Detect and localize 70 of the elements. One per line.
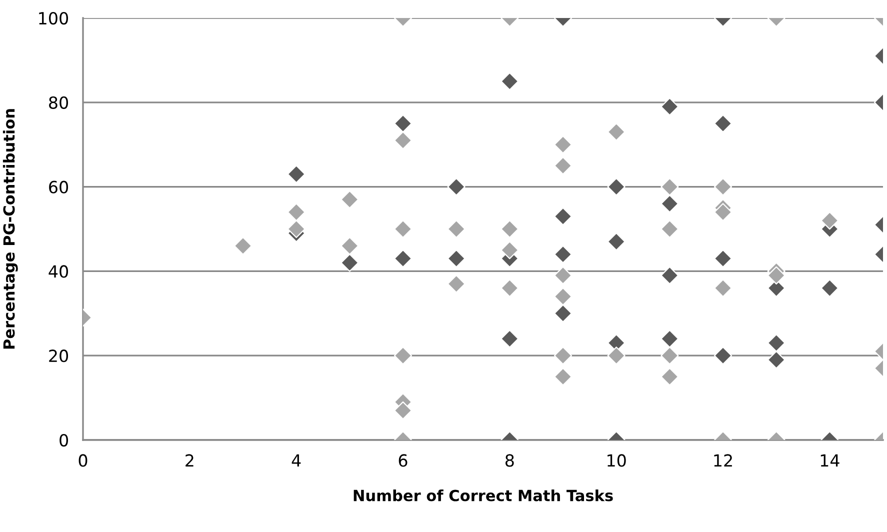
point — [394, 220, 412, 238]
point — [767, 350, 786, 369]
y-tick-label: 80 — [49, 96, 68, 109]
y-tick-label: 40 — [48, 265, 68, 278]
point — [767, 334, 786, 352]
x-tick-label: 10 — [608, 454, 626, 467]
point — [447, 274, 466, 293]
point — [660, 194, 679, 213]
point — [714, 346, 732, 365]
point — [554, 304, 572, 322]
point — [447, 220, 466, 238]
point — [394, 249, 412, 268]
point — [767, 266, 786, 284]
point — [554, 368, 572, 386]
point — [447, 178, 466, 196]
point — [714, 279, 732, 298]
point — [287, 203, 306, 222]
point — [607, 122, 626, 141]
x-tick-label: 4 — [292, 454, 301, 467]
point — [500, 279, 519, 298]
point — [660, 346, 679, 365]
point — [340, 236, 359, 255]
point — [714, 178, 732, 196]
y-tick-label: 0 — [60, 434, 68, 447]
point — [714, 203, 732, 222]
point — [660, 368, 679, 386]
x-axis-title: Number of Correct Math Tasks — [354, 489, 613, 502]
point — [660, 178, 679, 196]
point — [554, 156, 572, 175]
y-axis-title: Percentage PG-Contribution — [2, 109, 18, 349]
point — [394, 346, 412, 365]
point — [447, 249, 466, 268]
y-tick-label: 60 — [49, 180, 68, 194]
point — [660, 220, 679, 238]
point — [340, 190, 359, 209]
x-tick-label: 12 — [714, 454, 732, 467]
point — [554, 245, 572, 264]
point — [554, 287, 572, 306]
point — [500, 241, 519, 260]
point — [554, 136, 572, 154]
point — [607, 346, 626, 365]
point — [554, 207, 572, 226]
point — [714, 249, 732, 268]
point — [394, 401, 412, 420]
point — [287, 165, 306, 184]
x-tick-label: 14 — [820, 454, 840, 467]
point — [394, 131, 412, 150]
point — [714, 114, 732, 133]
y-tick-label: 20 — [49, 350, 68, 362]
point — [820, 212, 839, 230]
point — [234, 236, 252, 255]
point — [500, 220, 519, 238]
point — [340, 254, 359, 272]
point — [660, 98, 679, 116]
point — [554, 266, 572, 284]
point — [287, 220, 306, 238]
point — [607, 232, 626, 251]
point — [607, 178, 626, 196]
point — [820, 279, 839, 298]
y-tick-label: 100 — [39, 12, 68, 25]
x-tick-label: 0 — [78, 454, 88, 467]
point — [500, 330, 519, 348]
x-tick-label: 6 — [398, 454, 408, 467]
point — [554, 346, 572, 365]
x-tick-label: 8 — [505, 454, 514, 467]
point — [660, 330, 679, 348]
x-tick-label: 2 — [186, 454, 194, 467]
point — [660, 266, 679, 284]
point — [500, 72, 519, 90]
point — [394, 114, 412, 133]
